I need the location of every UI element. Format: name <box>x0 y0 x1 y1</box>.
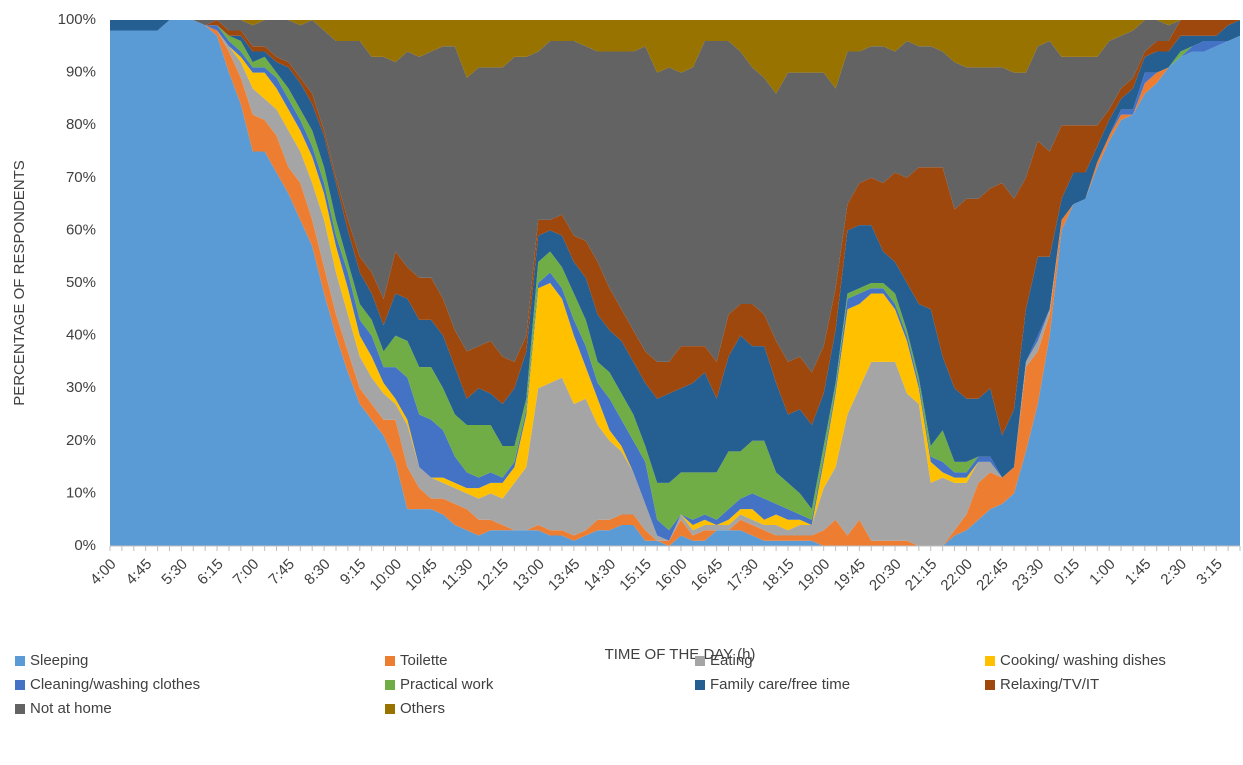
area <box>110 20 1240 436</box>
x-tick-label: 18:15 <box>759 556 798 595</box>
x-tick-label: 4:00 <box>87 556 120 589</box>
x-tick-label: 6:15 <box>194 556 227 589</box>
x-tick-label: 12:15 <box>474 556 513 595</box>
x-tick-label: 4:45 <box>123 556 156 589</box>
x-tick-label: 1:45 <box>1122 556 1155 589</box>
legend-label: Cooking/ washing dishes <box>1000 652 1166 669</box>
x-tick-label: 10:00 <box>367 556 406 595</box>
legend-swatch <box>385 680 395 690</box>
x-tick-label: 13:00 <box>509 556 548 595</box>
legend-label: Cleaning/washing clothes <box>30 676 200 693</box>
x-tick-label: 8:30 <box>301 556 334 589</box>
legend-label: Others <box>400 700 445 717</box>
legend-label: Not at home <box>30 700 112 717</box>
y-tick-label: 10% <box>66 484 96 501</box>
legend-label: Family care/free time <box>710 676 850 693</box>
legend-swatch <box>695 680 705 690</box>
y-tick-label: 0% <box>74 537 96 554</box>
x-tick-label: 23:30 <box>1009 556 1048 595</box>
y-tick-label: 40% <box>66 327 96 344</box>
x-axis-title: TIME OF THE DAY (h) <box>605 646 756 663</box>
x-tick-label: 15:15 <box>616 556 655 595</box>
legend-label: Relaxing/TV/IT <box>1000 676 1099 693</box>
y-axis-title: PERCENTAGE OF RESPONDENTS <box>11 160 28 406</box>
legend-label: Practical work <box>400 676 494 693</box>
y-tick-label: 100% <box>58 11 96 28</box>
legend-label: Eating <box>710 652 753 669</box>
x-tick-label: 22:00 <box>937 556 976 595</box>
x-tick-label: 3:15 <box>1193 556 1226 589</box>
y-tick-label: 30% <box>66 379 96 396</box>
x-tick-label: 14:30 <box>581 556 620 595</box>
y-tick-label: 80% <box>66 116 96 133</box>
x-tick-label: 19:00 <box>795 556 834 595</box>
x-tick-label: 7:00 <box>230 556 263 589</box>
x-tick-label: 16:45 <box>688 556 727 595</box>
legend-label: Toilette <box>400 652 448 669</box>
x-tick-label: 19:45 <box>830 556 869 595</box>
legend-swatch <box>385 704 395 714</box>
legend-swatch <box>15 656 25 666</box>
x-tick-label: 2:30 <box>1157 556 1190 589</box>
legend-swatch <box>695 656 705 666</box>
x-tick-label: 0:15 <box>1050 556 1083 589</box>
legend-swatch <box>15 704 25 714</box>
x-tick-label: 11:30 <box>439 556 477 594</box>
y-tick-label: 20% <box>66 432 96 449</box>
legend-swatch <box>985 680 995 690</box>
x-tick-label: 9:15 <box>337 556 370 589</box>
x-tick-label: 10:45 <box>402 556 441 595</box>
area <box>110 20 1240 546</box>
x-tick-label: 22:45 <box>973 556 1012 595</box>
x-tick-label: 1:00 <box>1086 556 1119 589</box>
x-tick-label: 13:45 <box>545 556 584 595</box>
x-tick-label: 5:30 <box>158 556 191 589</box>
x-tick-label: 7:45 <box>265 556 298 589</box>
legend-label: Sleeping <box>30 652 88 669</box>
y-tick-label: 90% <box>66 64 96 81</box>
area <box>110 20 1240 373</box>
legend-swatch <box>385 656 395 666</box>
y-tick-label: 70% <box>66 169 96 186</box>
y-tick-label: 50% <box>66 274 96 291</box>
x-tick-label: 21:15 <box>902 556 941 595</box>
y-tick-label: 60% <box>66 221 96 238</box>
x-tick-label: 16:00 <box>652 556 691 595</box>
area <box>110 20 1240 510</box>
area <box>110 20 1240 94</box>
legend-swatch <box>15 680 25 690</box>
legend-swatch <box>985 656 995 666</box>
area <box>110 20 1240 546</box>
x-tick-label: 20:30 <box>866 556 905 595</box>
x-tick-label: 17:30 <box>723 556 762 595</box>
